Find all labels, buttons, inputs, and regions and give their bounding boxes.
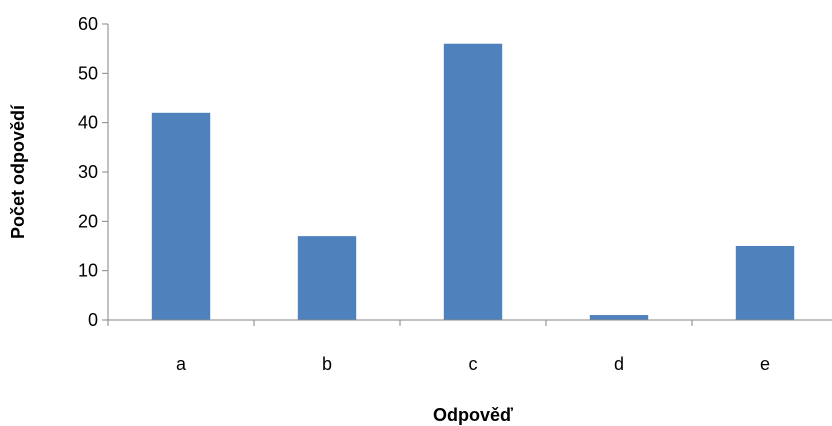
bar-c: [443, 43, 503, 320]
bar-a: [151, 112, 211, 320]
bar-d: [589, 315, 649, 320]
y-axis-title: Počet odpovědí: [8, 104, 28, 239]
y-tick-label: 10: [78, 261, 98, 281]
bar-b: [297, 236, 357, 320]
x-tick-label: a: [176, 354, 187, 374]
x-tick-label: d: [614, 354, 624, 374]
y-tick-label: 50: [78, 63, 98, 83]
x-axis-title: Odpověď: [433, 405, 513, 425]
bar-e: [735, 246, 795, 320]
bars-group: [151, 43, 795, 320]
x-tick-label: c: [469, 354, 478, 374]
y-tick-label: 30: [78, 162, 98, 182]
y-tick-label: 20: [78, 211, 98, 231]
y-tick-label: 0: [88, 310, 98, 330]
y-tick-label: 60: [78, 14, 98, 34]
x-axis: a b c d e: [107, 319, 832, 374]
x-tick-label: e: [760, 354, 770, 374]
y-tick-label: 40: [78, 113, 98, 133]
x-tick-label: b: [322, 354, 332, 374]
y-axis: 0 10 20 30 40 50 60: [78, 14, 109, 330]
